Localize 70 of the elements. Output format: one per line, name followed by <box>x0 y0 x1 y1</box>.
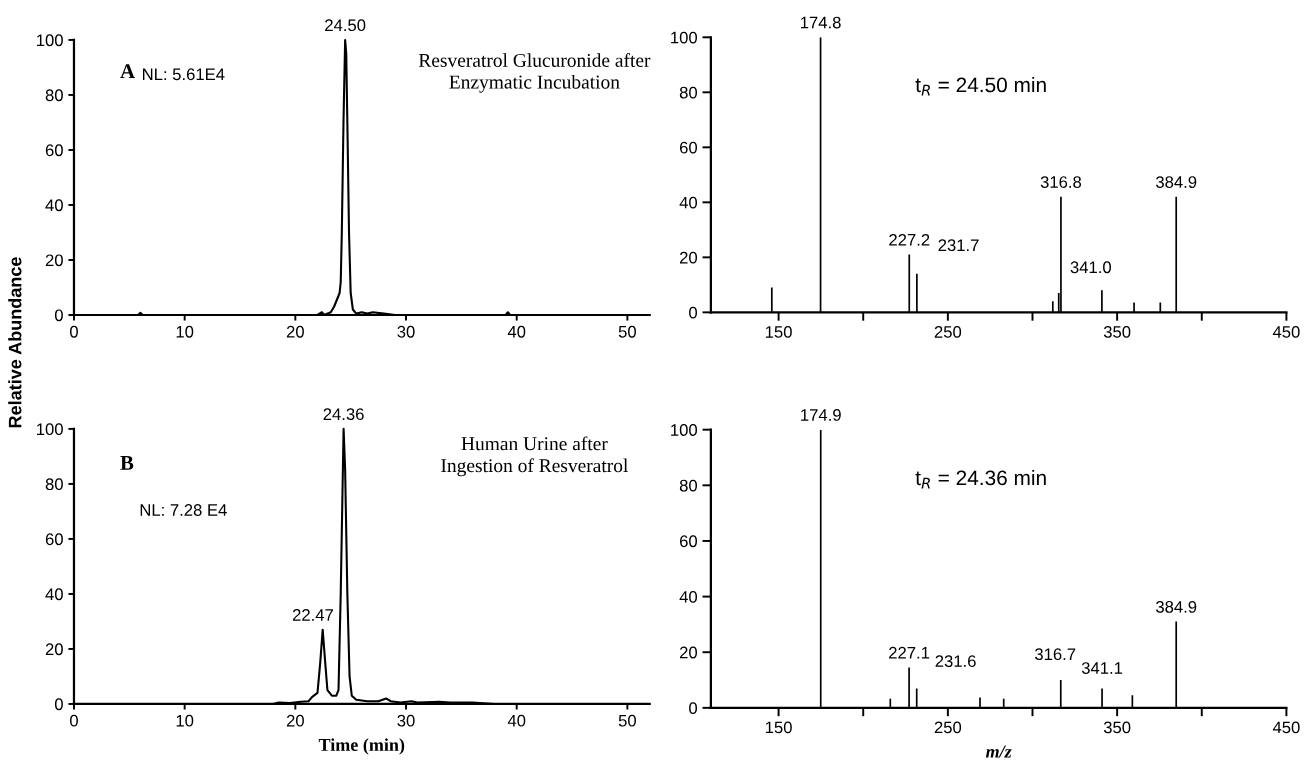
x-tick-label: 250 <box>934 721 962 734</box>
annotation: 316.7 <box>1034 648 1076 661</box>
y-tick-label: 40 <box>45 588 63 601</box>
y-tick-label: 40 <box>45 199 63 212</box>
x-tick-label: 40 <box>507 714 526 727</box>
annotation: Human Urine after Ingestion of Resveratrol <box>441 436 628 477</box>
annotation: 341.1 <box>1081 662 1123 674</box>
y-tick-label: 0 <box>689 702 698 715</box>
x-tick-label: 20 <box>286 325 304 338</box>
x-tick-label: 450 <box>1272 325 1300 338</box>
annotation: 24.50 <box>325 19 366 32</box>
y-tick-label: 0 <box>54 309 63 322</box>
annotation: A <box>120 64 135 78</box>
annotation: 227.2 <box>889 233 930 246</box>
annotation: 24.36 <box>323 408 364 421</box>
annotation: 341.0 <box>1070 261 1111 274</box>
x-tick-label: 10 <box>176 325 194 338</box>
y-tick-label: 60 <box>45 533 63 546</box>
y-axis-title: Relative Abundance <box>8 257 22 428</box>
annotation: t$_{R}$ = 24.36 min <box>915 469 1046 489</box>
x-tick-label: 450 <box>1272 721 1300 734</box>
y-tick-label: 40 <box>679 196 698 209</box>
annotation: 231.6 <box>935 655 976 668</box>
x-tick-label: 30 <box>397 714 415 727</box>
x-tick-label: 10 <box>176 714 194 727</box>
y-tick-label: 100 <box>671 31 698 44</box>
y-tick-label: 100 <box>37 423 63 436</box>
x-tick-label: 150 <box>765 325 792 338</box>
x-tick-label: 250 <box>934 325 962 338</box>
y-tick-label: 20 <box>45 643 63 656</box>
annotation: NL: 7.28 E4 <box>140 504 227 516</box>
annotation: Resveratrol Glucuronide after Enzymatic Incubation <box>418 53 651 93</box>
annotation: 316.8 <box>1040 176 1082 188</box>
annotation: 227.1 <box>889 646 930 659</box>
annotation: 384.9 <box>1155 600 1197 613</box>
y-tick-label: 0 <box>689 306 698 319</box>
x-tick-label: 350 <box>1103 721 1131 734</box>
y-tick-label: 80 <box>45 478 63 491</box>
y-tick-label: 60 <box>679 535 698 548</box>
y-tick-label: 40 <box>679 590 698 603</box>
annotation: 174.9 <box>801 409 841 421</box>
y-tick-label: 0 <box>54 698 63 711</box>
y-tick-label: 20 <box>679 251 698 264</box>
y-tick-label: 60 <box>45 144 63 157</box>
annotation: 174.8 <box>800 16 841 29</box>
y-tick-label: 80 <box>45 89 63 102</box>
x-axis-title: m/z <box>985 745 1012 758</box>
x-tick-label: 20 <box>286 714 304 727</box>
x-tick-label: 30 <box>397 325 415 338</box>
annotation: NL: 5.61E4 <box>143 68 225 81</box>
annotation: 22.47 <box>292 609 333 621</box>
x-axis-title: Time (min) <box>318 738 405 755</box>
y-tick-label: 80 <box>679 479 698 492</box>
x-tick-label: 0 <box>70 325 78 338</box>
annotation: B <box>120 456 134 470</box>
annotation: 384.9 <box>1155 176 1197 188</box>
x-tick-label: 0 <box>70 714 78 727</box>
y-tick-label: 100 <box>37 34 63 47</box>
y-tick-label: 100 <box>671 424 698 436</box>
y-tick-label: 20 <box>679 646 698 659</box>
y-tick-label: 60 <box>679 141 698 154</box>
x-tick-label: 150 <box>765 721 792 734</box>
annotation: t$_{R}$ = 24.50 min <box>915 76 1046 96</box>
y-tick-label: 80 <box>679 86 698 99</box>
x-tick-label: 350 <box>1103 325 1131 338</box>
annotation: 231.7 <box>938 239 979 252</box>
x-tick-label: 40 <box>507 325 526 338</box>
y-tick-label: 20 <box>45 254 63 267</box>
x-tick-label: 50 <box>618 714 636 727</box>
x-tick-label: 50 <box>618 325 636 338</box>
